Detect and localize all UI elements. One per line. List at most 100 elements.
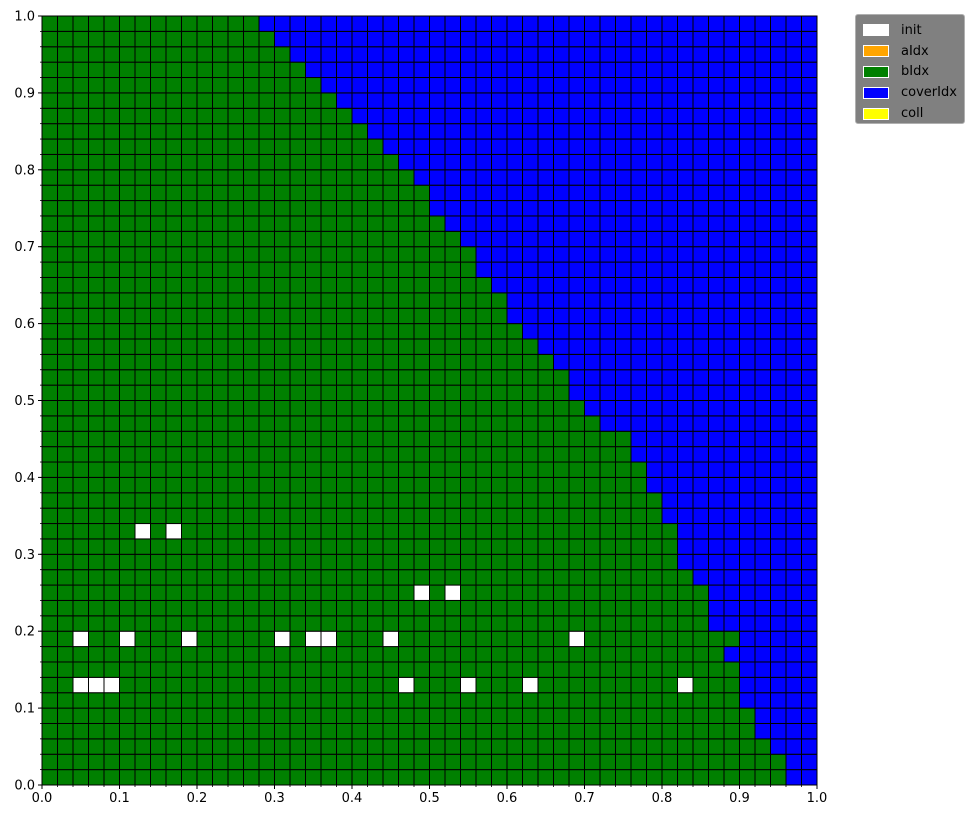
cell-bidx	[57, 61, 74, 79]
cell-bidx	[351, 400, 368, 417]
cell-bidx	[72, 230, 89, 248]
cell-coveridx	[630, 123, 647, 140]
cell-coveridx	[739, 123, 756, 140]
cell-coveridx	[646, 215, 663, 232]
cell-bidx	[630, 769, 647, 786]
cell-coveridx	[506, 292, 523, 309]
cell-bidx	[382, 323, 399, 340]
cell-bidx	[227, 584, 244, 601]
cell-bidx	[537, 507, 554, 525]
cell-bidx	[630, 646, 647, 663]
cell-bidx	[615, 446, 632, 463]
cell-coveridx	[584, 169, 601, 186]
cell-bidx	[41, 722, 58, 740]
cell-bidx	[134, 584, 151, 601]
cell-bidx	[57, 476, 74, 494]
cell-coveridx	[708, 615, 725, 632]
cell-bidx	[165, 692, 182, 709]
cell-bidx	[677, 661, 694, 678]
cell-coveridx	[537, 230, 554, 248]
cell-bidx	[320, 230, 337, 248]
cell-coveridx	[661, 30, 678, 48]
cell-bidx	[398, 184, 415, 202]
cell-bidx	[181, 461, 198, 478]
cell-bidx	[289, 184, 306, 202]
cell-coveridx	[553, 92, 570, 109]
cell-coveridx	[708, 200, 725, 217]
cell-bidx	[537, 430, 554, 448]
cell-coveridx	[801, 353, 818, 371]
cell-bidx	[475, 769, 492, 786]
cell-bidx	[212, 415, 229, 432]
cell-coveridx	[630, 77, 647, 94]
cell-coveridx	[754, 46, 771, 63]
cell-coveridx	[785, 276, 802, 294]
cell-coveridx	[568, 107, 585, 125]
cell-bidx	[398, 615, 415, 632]
cell-coveridx	[770, 61, 787, 79]
cell-bidx	[243, 523, 260, 540]
cell-coveridx	[584, 15, 601, 32]
cell-bidx	[41, 676, 58, 694]
cell-coveridx	[770, 676, 787, 694]
cell-coveridx	[537, 138, 554, 155]
cell-bidx	[599, 738, 616, 755]
cell-coveridx	[553, 307, 570, 325]
cell-bidx	[274, 369, 291, 386]
cell-coveridx	[491, 153, 508, 171]
cell-coveridx	[770, 476, 787, 494]
cell-coveridx	[553, 338, 570, 355]
cell-bidx	[196, 692, 213, 709]
cell-bidx	[72, 123, 89, 140]
cell-coveridx	[785, 61, 802, 79]
cell-coveridx	[584, 353, 601, 371]
cell-coveridx	[801, 215, 818, 232]
cell-bidx	[289, 92, 306, 109]
cell-bidx	[475, 569, 492, 586]
cell-coveridx	[398, 77, 415, 94]
cell-bidx	[181, 307, 198, 325]
cell-bidx	[88, 261, 105, 278]
cell-bidx	[599, 722, 616, 740]
cell-bidx	[320, 384, 337, 401]
cell-bidx	[243, 353, 260, 371]
cell-bidx	[491, 476, 508, 494]
cell-bidx	[320, 769, 337, 786]
cell-bidx	[413, 246, 430, 263]
cell-bidx	[522, 722, 539, 740]
cell-bidx	[305, 692, 322, 709]
cell-coveridx	[584, 61, 601, 79]
cell-bidx	[398, 261, 415, 278]
cell-bidx	[181, 615, 198, 632]
cell-bidx	[336, 630, 353, 648]
cell-bidx	[41, 476, 58, 494]
cell-bidx	[413, 569, 430, 586]
cell-bidx	[444, 230, 461, 248]
cell-bidx	[475, 707, 492, 724]
cell-coveridx	[305, 61, 322, 79]
cell-bidx	[88, 615, 105, 632]
cell-coveridx	[754, 492, 771, 509]
cell-bidx	[243, 384, 260, 401]
cell-coveridx	[537, 307, 554, 325]
cell-bidx	[72, 569, 89, 586]
cell-coveridx	[506, 77, 523, 94]
cell-coveridx	[754, 230, 771, 248]
cell-bidx	[723, 661, 740, 678]
cell-bidx	[41, 630, 58, 648]
cell-coveridx	[723, 46, 740, 63]
cell-bidx	[274, 46, 291, 63]
cell-bidx	[367, 553, 384, 571]
cell-bidx	[630, 630, 647, 648]
cell-coveridx	[739, 553, 756, 571]
cell-coveridx	[568, 276, 585, 294]
cell-coveridx	[754, 400, 771, 417]
cell-bidx	[72, 523, 89, 540]
cell-bidx	[398, 323, 415, 340]
cell-bidx	[196, 769, 213, 786]
cell-bidx	[398, 353, 415, 371]
cell-bidx	[506, 769, 523, 786]
cell-bidx	[181, 661, 198, 678]
cell-coveridx	[708, 276, 725, 294]
cell-bidx	[165, 200, 182, 217]
